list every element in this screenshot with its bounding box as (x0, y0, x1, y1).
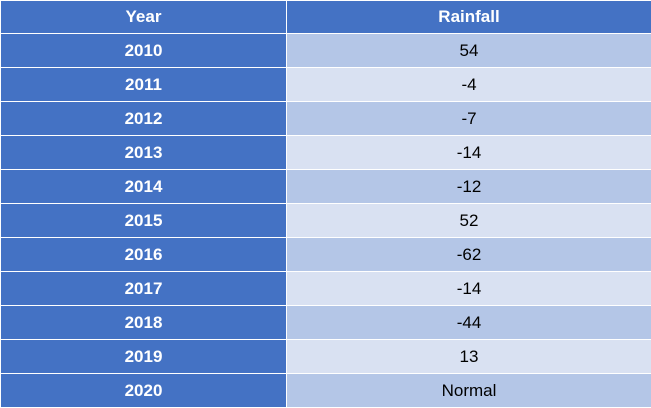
header-cell: Rainfall (286, 0, 651, 34)
rainfall-cell: -12 (286, 169, 651, 204)
year-cell: 2012 (0, 101, 287, 136)
year-cell: 2010 (0, 33, 287, 68)
header-row: Year Rainfall (0, 0, 651, 34)
year-cell: 2013 (0, 135, 287, 170)
rainfall-cell: -14 (286, 271, 651, 306)
table-row: 2017 -14 (0, 271, 651, 306)
table-row: 2018 -44 (0, 305, 651, 340)
table-row: 2020 Normal (0, 373, 651, 408)
table-row: 2019 13 (0, 339, 651, 374)
rainfall-cell: Normal (286, 373, 651, 408)
table-row: 2010 54 (0, 33, 651, 68)
rainfall-cell: -14 (286, 135, 651, 170)
year-cell: 2019 (0, 339, 287, 374)
table-row: 2016 -62 (0, 237, 651, 272)
rainfall-cell: -4 (286, 67, 651, 102)
rainfall-cell: -62 (286, 237, 651, 272)
table-body: 2010 54 2011 -4 2012 -7 2013 -14 2014 -12 2015 52 20… (0, 33, 651, 408)
header-cell: Year (0, 0, 287, 34)
year-cell: 2020 (0, 373, 287, 408)
year-cell: 2016 (0, 237, 287, 272)
year-cell: 2018 (0, 305, 287, 340)
year-cell: 2015 (0, 203, 287, 238)
table-row: 2014 -12 (0, 169, 651, 204)
year-cell: 2017 (0, 271, 287, 306)
table-row: 2012 -7 (0, 101, 651, 136)
table-row: 2011 -4 (0, 67, 651, 102)
rainfall-cell: 13 (286, 339, 651, 374)
table-row: 2015 52 (0, 203, 651, 238)
table-row: 2013 -14 (0, 135, 651, 170)
year-cell: 2011 (0, 67, 287, 102)
rainfall-cell: 54 (286, 33, 651, 68)
rainfall-cell: 52 (286, 203, 651, 238)
table-header: Year Rainfall (0, 0, 651, 34)
rainfall-cell: -7 (286, 101, 651, 136)
year-cell: 2014 (0, 169, 287, 204)
rainfall-cell: -44 (286, 305, 651, 340)
